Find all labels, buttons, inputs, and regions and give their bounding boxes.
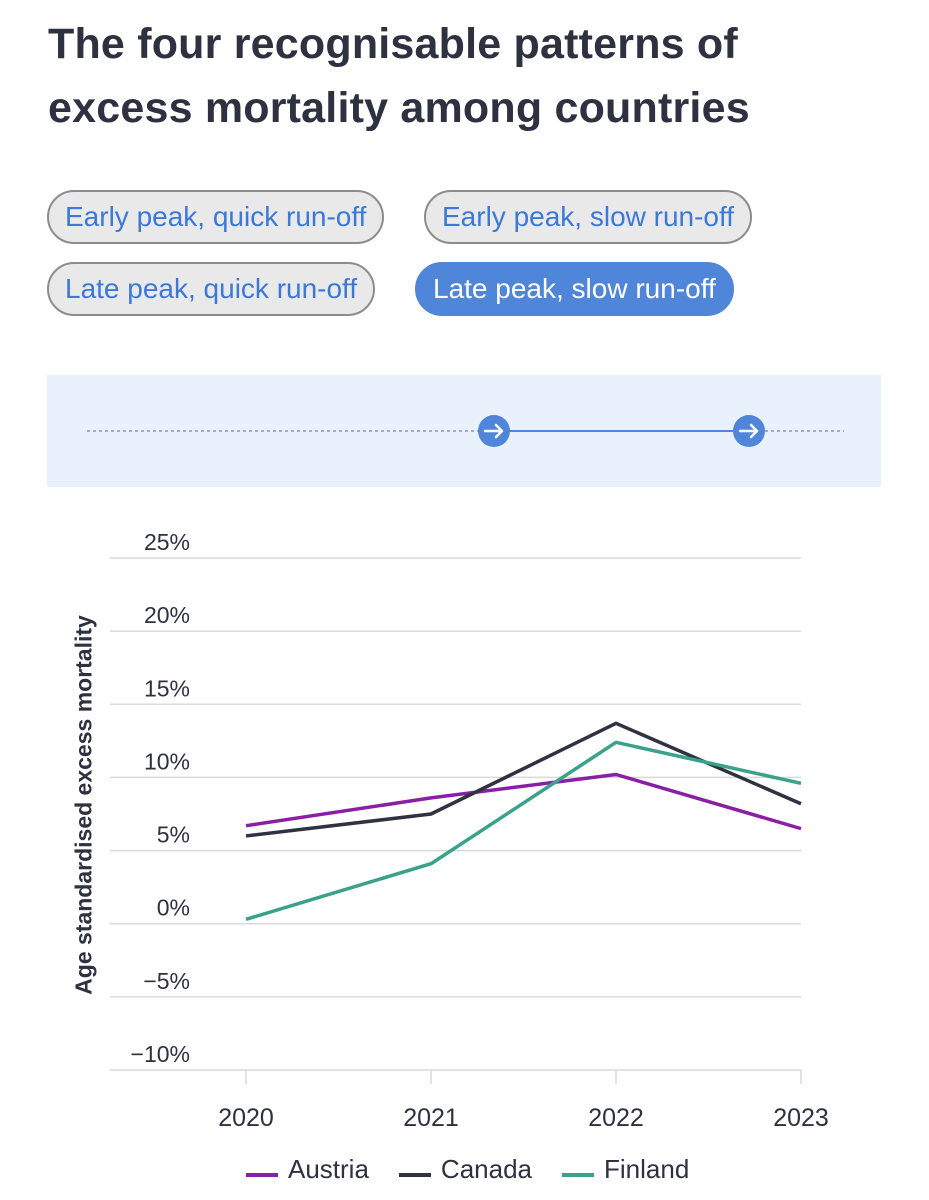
legend-swatch-austria	[246, 1172, 278, 1177]
filter-late-peak-slow-run-off[interactable]: Late peak, slow run-off	[415, 262, 734, 316]
x-tick-label: 2023	[773, 1104, 829, 1132]
y-tick-label: −10%	[131, 1041, 190, 1067]
timeline-end-handle[interactable]	[733, 415, 765, 447]
chart-legend: Austria Canada Finland	[246, 1154, 689, 1185]
y-tick-label: 20%	[144, 602, 190, 628]
series-line-canada	[245, 721, 802, 838]
timeline-start-handle[interactable]	[478, 415, 510, 447]
filter-early-peak-quick-run-off[interactable]: Early peak, quick run-off	[47, 190, 385, 244]
y-tick-label: 0%	[157, 895, 190, 921]
filter-early-peak-slow-run-off[interactable]: Early peak, slow run-off	[424, 190, 753, 244]
legend-label-canada: Canada	[440, 1154, 532, 1184]
y-axis-label: Age standardised excess mortality	[70, 615, 97, 995]
legend-label-finland: Finland	[604, 1154, 690, 1184]
y-tick-label: 5%	[157, 822, 190, 848]
x-tick-label: 2022	[588, 1104, 644, 1132]
legend-item-finland: Finland	[562, 1154, 689, 1185]
x-tick-label: 2020	[218, 1104, 274, 1132]
y-tick-label: 10%	[144, 748, 190, 774]
chart-series	[245, 721, 802, 922]
legend-swatch-finland	[562, 1172, 594, 1177]
legend-swatch-canada	[398, 1172, 431, 1177]
x-axis: 2020 2021 2022 2023	[218, 1070, 829, 1132]
page-title: The four recognisable patterns of excess…	[48, 20, 750, 132]
arrow-right-icon	[738, 423, 759, 439]
y-tick-label: 25%	[144, 529, 190, 555]
series-line-finland	[245, 740, 802, 922]
y-axis-ticks: 25% 20% 15% 10% 5% 0% −5% −10%	[131, 529, 190, 1067]
arrow-right-icon	[483, 423, 504, 439]
y-tick-label: 15%	[144, 675, 190, 701]
line-chart: 25% 20% 15% 10% 5% 0% −5% −10% 2020 2021 2022 2023	[110, 529, 829, 1132]
legend-item-austria: Austria	[246, 1154, 369, 1185]
y-tick-label: −5%	[143, 968, 190, 994]
timeline-track	[87, 415, 844, 447]
series-line-austria	[245, 772, 802, 831]
x-tick-label: 2021	[403, 1104, 459, 1132]
timeline-panel	[47, 375, 881, 487]
chart-grid	[110, 557, 801, 1071]
legend-label-austria: Austria	[288, 1154, 369, 1184]
filter-late-peak-quick-run-off[interactable]: Late peak, quick run-off	[47, 262, 376, 316]
legend-item-canada: Canada	[398, 1154, 532, 1185]
